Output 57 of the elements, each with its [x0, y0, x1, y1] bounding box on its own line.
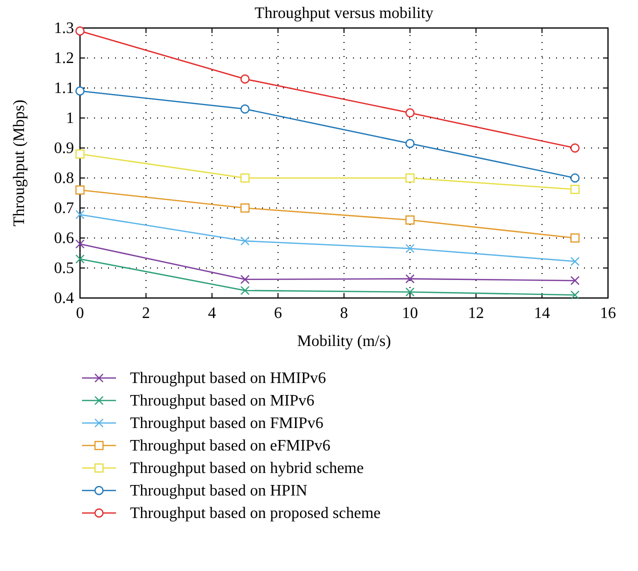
point	[405, 244, 415, 254]
legend-label: Throughput based on HMIPv6	[130, 370, 326, 387]
x-tick-label: 0	[76, 305, 84, 322]
point	[405, 173, 415, 183]
x-tick-label: 10	[402, 305, 418, 322]
y-tick-label: 0.5	[54, 260, 74, 277]
point	[75, 239, 85, 249]
chart-title: Throughput versus mobility	[254, 5, 434, 22]
x-tick-label: 4	[208, 305, 216, 322]
point	[75, 210, 85, 220]
point	[240, 104, 250, 114]
y-tick-label: 0.8	[54, 170, 74, 187]
legend-label: Throughput based on HPIN	[130, 482, 308, 500]
point	[405, 215, 415, 225]
point	[570, 233, 580, 243]
y-tick-label: 1.1	[54, 80, 74, 97]
legend-label: Throughput based on FMIPv6	[130, 415, 324, 432]
x-tick-label: 14	[534, 305, 550, 322]
x-tick-label: 6	[274, 305, 282, 322]
y-tick-label: 0.4	[54, 290, 74, 307]
point	[405, 274, 415, 284]
point	[75, 254, 85, 264]
legend-label: Throughput based on proposed scheme	[130, 505, 381, 522]
point	[75, 26, 85, 36]
y-tick-label: 0.9	[54, 140, 74, 157]
point	[240, 286, 250, 296]
point	[570, 184, 580, 194]
legend-label: Throughput based on eFMIPv6	[130, 438, 330, 454]
point	[75, 86, 85, 96]
point	[75, 185, 85, 195]
x-tick-label: 8	[340, 305, 348, 322]
point	[405, 287, 415, 297]
y-tick-label: 0.7	[54, 200, 74, 217]
x-axis-title: Mobility (m/s)	[297, 333, 391, 350]
point	[240, 274, 250, 284]
y-tick-label: 1.2	[54, 50, 74, 67]
point	[570, 173, 580, 183]
point	[405, 138, 415, 148]
point	[240, 203, 250, 213]
point	[570, 256, 580, 266]
y-axis-title: Throughput (Mbps)	[11, 100, 28, 226]
point	[570, 290, 580, 300]
point	[405, 108, 415, 118]
x-tick-label: 16	[600, 305, 616, 322]
y-tick-label: 0.6	[54, 230, 74, 247]
point	[240, 74, 250, 84]
point	[570, 143, 580, 153]
point	[240, 173, 250, 183]
x-tick-label: 12	[468, 305, 484, 322]
legend-label: Throughput based on hybrid scheme	[130, 460, 364, 477]
y-tick-label: 1	[66, 110, 74, 127]
y-tick-label: 1.3	[54, 20, 74, 37]
x-tick-label: 2	[142, 305, 150, 322]
point	[570, 276, 580, 286]
point	[240, 236, 250, 246]
legend-label: Throughput based on MIPv6	[130, 392, 314, 410]
point	[75, 149, 85, 159]
